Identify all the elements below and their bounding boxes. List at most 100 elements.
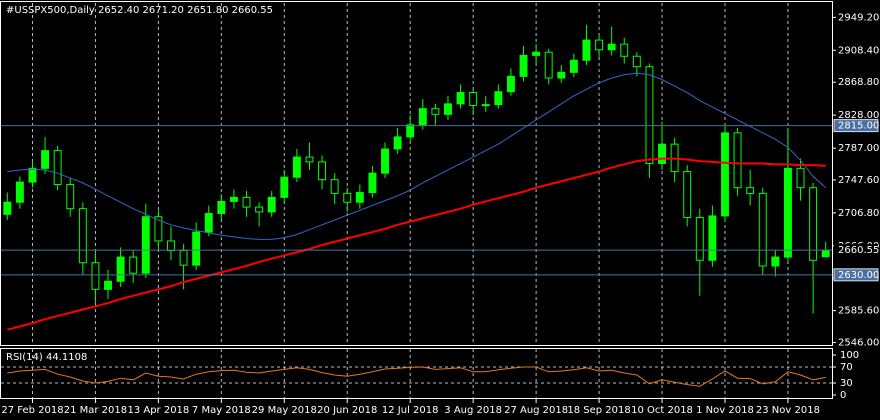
candle-body: [368, 172, 377, 194]
x-tick-label: 18 Sep 2018: [567, 405, 630, 416]
candle-body: [229, 196, 238, 202]
y-tick-label: 2908.40: [838, 45, 879, 56]
x-tick-label: 7 May 2018: [192, 405, 251, 416]
candle-body: [809, 187, 818, 261]
candle-body: [53, 150, 62, 185]
candle-body: [104, 280, 112, 290]
candle-body: [557, 71, 566, 79]
candle-body: [532, 51, 541, 56]
candle-body: [456, 92, 465, 105]
candle-body: [721, 132, 729, 217]
candle-body: [821, 249, 830, 258]
x-tick-label: 13 Apr 2018: [127, 405, 189, 416]
x-tick-label: 27 Aug 2018: [504, 405, 568, 416]
candle-body: [607, 43, 616, 51]
candle-body: [406, 124, 415, 138]
y-tick-label: 2828.00: [838, 110, 879, 121]
x-tick-label: 12 Jul 2018: [382, 405, 439, 416]
candle-body: [771, 256, 780, 267]
y-tick-label: 2868.80: [838, 77, 879, 88]
x-tick-label: 3 Aug 2018: [444, 405, 502, 416]
candle-body: [645, 66, 654, 165]
candle-body: [582, 39, 591, 61]
candle-body: [519, 54, 528, 77]
candle-body: [595, 39, 604, 51]
rsi-tick-label: 70: [840, 362, 853, 373]
candle-body: [733, 132, 742, 189]
rsi-tick-label: 100: [840, 350, 859, 361]
candle-body: [141, 216, 150, 274]
candle-body: [204, 213, 213, 233]
price-label-box: [834, 244, 878, 257]
candle-body: [318, 161, 327, 181]
candle-body: [569, 59, 578, 73]
chart-title: #USSPX500,Daily 2652.40 2671.20 2651.80 …: [6, 5, 273, 16]
candle-body: [758, 192, 767, 267]
x-tick-label: 1 Nov 2018: [696, 405, 754, 416]
x-tick-label: 23 Nov 2018: [756, 405, 820, 416]
moving-average: [7, 72, 827, 240]
candle-body: [355, 192, 364, 203]
rsi-title: RSI(14) 44.1108: [6, 352, 87, 363]
y-tick-label: 2706.80: [838, 208, 879, 219]
candle-body: [129, 256, 138, 274]
candle-body: [292, 156, 301, 178]
candle-body: [15, 181, 24, 203]
y-tick-label: 2585.60: [838, 306, 879, 317]
y-tick-label: 2747.60: [838, 175, 879, 186]
moving-average: [7, 157, 826, 331]
candle-body: [620, 43, 629, 57]
x-tick-label: 10 Oct 2018: [631, 405, 693, 416]
candle-body: [154, 216, 163, 242]
candle-body: [658, 143, 666, 165]
candle-body: [267, 196, 276, 213]
candle-body: [242, 196, 251, 208]
candle-body: [343, 192, 352, 203]
candle-body: [3, 201, 12, 215]
candle-body: [695, 217, 704, 261]
candle-body: [746, 187, 755, 194]
rsi-line: [7, 366, 826, 387]
rsi-tick-label: 30: [840, 378, 853, 389]
price-label: 2660.55: [838, 245, 879, 256]
candle-body: [418, 108, 427, 126]
candle-body: [330, 179, 339, 194]
candle-body: [683, 171, 692, 219]
x-tick-label: 29 May 2018: [252, 405, 317, 416]
x-tick-label: 20 Jun 2018: [317, 405, 377, 416]
y-tick-label: 2949.20: [838, 12, 879, 23]
candle-body: [494, 91, 503, 106]
candle-body: [796, 167, 805, 189]
candle-body: [444, 103, 452, 115]
candle-body: [217, 200, 226, 215]
candle-body: [305, 156, 314, 163]
candle-body: [41, 150, 50, 169]
candle-body: [481, 104, 490, 107]
candle-body: [192, 231, 201, 266]
candle-body: [783, 167, 792, 258]
price-label: 2815.00: [838, 121, 879, 132]
candle-body: [167, 240, 175, 252]
x-tick-label: 21 Mar 2018: [64, 405, 127, 416]
candle-body: [66, 183, 75, 210]
candle-body: [255, 206, 264, 213]
rsi-tick-label: 0: [840, 390, 846, 401]
candle-body: [506, 75, 515, 93]
candle-body: [116, 256, 125, 282]
rsi-frame: [0, 348, 833, 399]
candle-body: [469, 92, 478, 106]
price-label-box: [833, 268, 879, 282]
candle-body: [78, 208, 87, 264]
x-tick-label: 27 Feb 2018: [1, 405, 63, 416]
candle-body: [393, 136, 402, 150]
candle-body: [544, 51, 553, 79]
price-label-box: [833, 119, 879, 133]
candle-body: [280, 176, 289, 198]
main-frame: [0, 1, 833, 346]
price-label: 2630.00: [838, 270, 879, 281]
candle-body: [708, 215, 717, 261]
candle-body: [381, 148, 389, 174]
